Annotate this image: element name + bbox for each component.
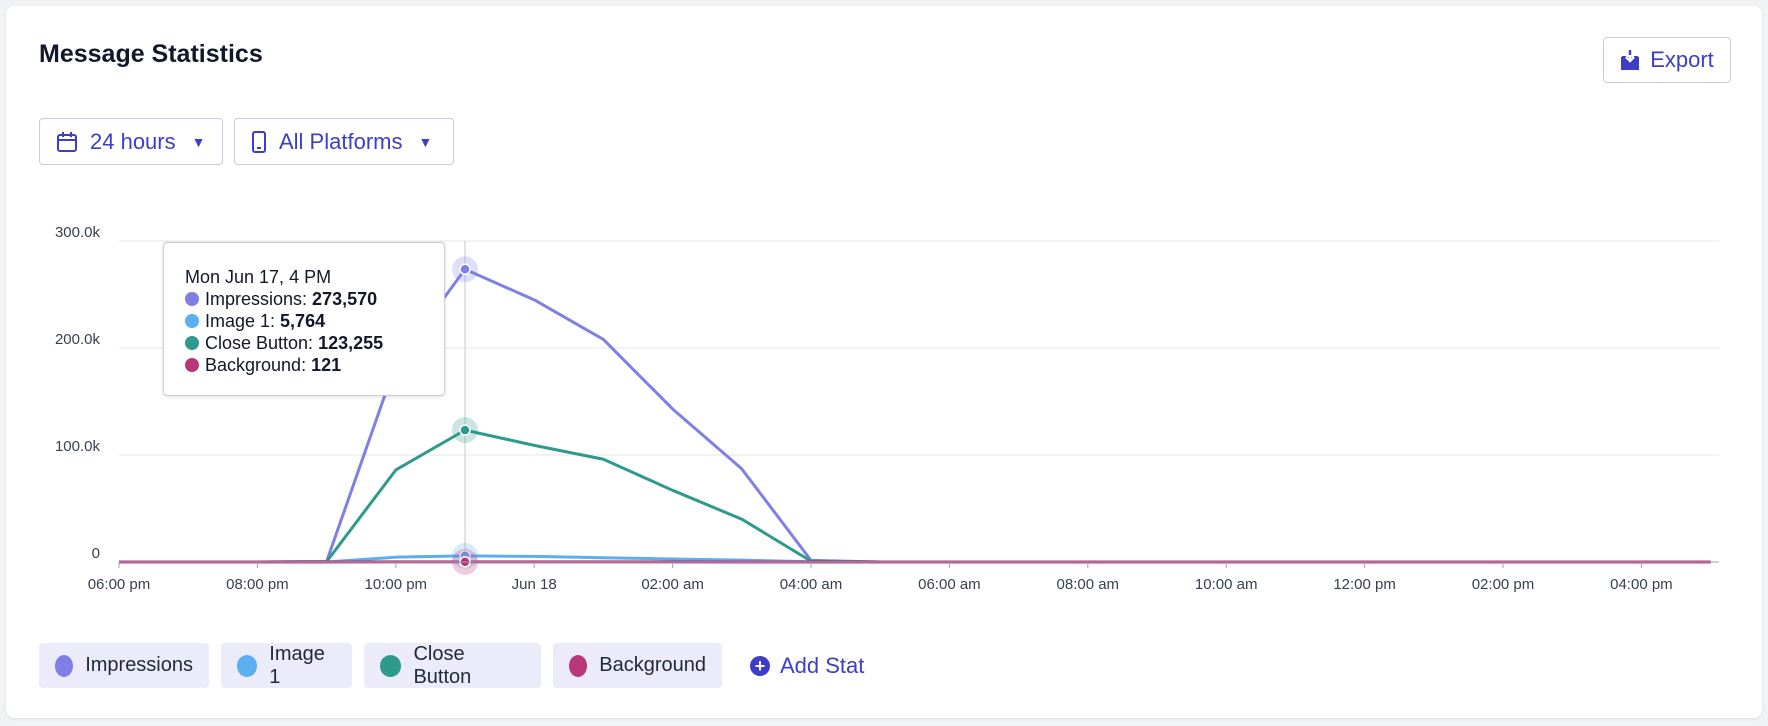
caret-down-icon: ▼	[418, 133, 433, 150]
marker-point-impressions	[459, 263, 471, 276]
time-range-value: 24 hours	[90, 128, 176, 154]
time-range-select[interactable]: 24 hours ▼	[39, 118, 223, 165]
download-icon	[1621, 50, 1640, 70]
tooltip-row-image-1: Image 1: 5,764	[185, 310, 444, 332]
image-1-dot-icon	[185, 314, 199, 328]
legend-label: Impressions	[85, 654, 193, 676]
caret-down-icon: ▼	[191, 133, 206, 150]
tooltip-row-close-button: Close Button: 123,255	[185, 332, 444, 354]
mobile-phone-icon	[252, 130, 266, 153]
legend-label: Background	[599, 654, 706, 676]
legend-label: Image 1	[269, 642, 325, 688]
legend-label: Close Button	[413, 642, 472, 688]
legend-item-background[interactable]: Background	[553, 643, 722, 688]
export-button[interactable]: Export	[1603, 37, 1731, 83]
x-tick-label: 10:00 pm	[365, 576, 428, 593]
x-tick-label: 06:00 am	[918, 576, 981, 593]
export-label: Export	[1650, 47, 1714, 72]
x-tick-label: 08:00 pm	[226, 576, 289, 593]
tooltip-row-background: Background: 121	[185, 354, 444, 376]
add-stat-label: Add Stat	[780, 652, 865, 678]
x-tick-label: 04:00 am	[780, 576, 843, 593]
x-tick-label: 12:00 pm	[1333, 576, 1396, 593]
tooltip-label: Background:	[205, 355, 307, 375]
page-title: Message Statistics	[39, 40, 263, 68]
plus-circle-icon: +	[750, 655, 770, 676]
x-tick-label: 02:00 pm	[1472, 576, 1535, 593]
platform-select[interactable]: All Platforms ▼	[234, 118, 454, 165]
tooltip-label: Close Button:	[205, 333, 314, 353]
y-tick-label: 200.0k	[55, 331, 101, 348]
series-line-close-button	[119, 428, 1711, 564]
x-tick-label: 08:00 am	[1057, 576, 1120, 593]
legend-item-image-1[interactable]: Image 1	[221, 643, 352, 688]
x-tick-label: 10:00 am	[1195, 576, 1258, 593]
add-stat-button[interactable]: + Add Stat	[750, 643, 864, 688]
x-tick-label: 06:00 pm	[88, 576, 151, 593]
message-stats-chart: 0 100.0k 200.0k 300.0k 06:00 pm 08:00 pm 10:00…	[55, 224, 1719, 593]
tooltip-value: 123,255	[318, 333, 384, 353]
tooltip-value: 5,764	[280, 311, 326, 331]
impressions-dot-icon	[185, 292, 199, 306]
impressions-dot-icon	[55, 654, 74, 677]
tooltip-date: Mon Jun 17, 4 PM	[185, 267, 332, 287]
tooltip-label: Impressions:	[205, 289, 308, 309]
platform-value: All Platforms	[279, 128, 403, 154]
tooltip-value: 121	[311, 355, 342, 375]
chart-tooltip: Mon Jun 17, 4 PM Impressions: 273,570 Im…	[163, 242, 445, 396]
tooltip-row-impressions: Impressions: 273,570	[185, 288, 444, 310]
legend-item-impressions[interactable]: Impressions	[39, 643, 209, 688]
tooltip-label: Image 1:	[205, 311, 276, 331]
calendar-icon	[57, 131, 77, 152]
y-tick-label: 0	[92, 545, 100, 562]
x-tick-label: Jun 18	[512, 576, 557, 593]
image-1-dot-icon	[237, 654, 258, 677]
marker-point-close-button	[459, 424, 471, 436]
tooltip-value: 273,570	[312, 289, 378, 309]
legend-item-close-button[interactable]: Close Button	[364, 643, 541, 688]
close-button-dot-icon	[185, 336, 199, 350]
background-dot-icon	[569, 654, 588, 677]
close-button-dot-icon	[380, 654, 402, 677]
y-tick-label: 100.0k	[55, 438, 101, 455]
y-tick-label: 300.0k	[55, 224, 101, 241]
x-tick-label: 04:00 pm	[1610, 576, 1673, 593]
background-dot-icon	[185, 358, 199, 372]
x-tick-label: 02:00 am	[641, 576, 704, 593]
